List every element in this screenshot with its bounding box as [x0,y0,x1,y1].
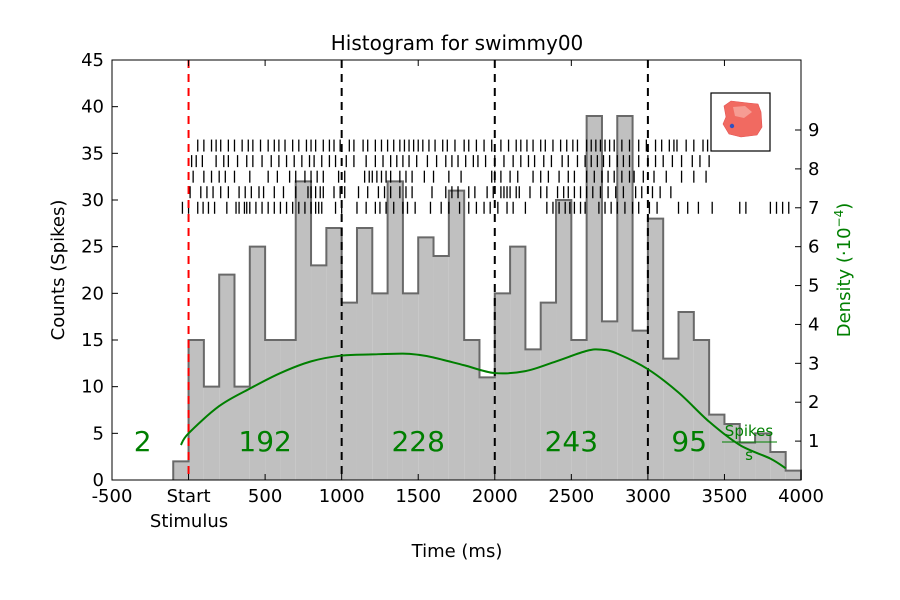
spike-raster [181,139,790,214]
x-tick-label: 3000 [625,486,671,507]
y2-tick-label: 2 [808,392,819,413]
x-tick-label: 500 [248,486,282,507]
period-lines [187,60,649,480]
y-tick-label: 15 [81,330,104,351]
x-tick-labels: -500 Start 500 1000 1500 2000 2500 3000 3500 4000 [92,486,824,507]
y2-tick-label: 7 [808,198,819,219]
histogram-bar [464,340,480,480]
unit-shape-inset [710,92,771,152]
y-tick-label: 40 [81,97,104,118]
y2-axis-label-main: Density (·10 [834,227,855,337]
histogram-bar [601,321,618,480]
histogram-bar [188,340,204,480]
histogram-bar [280,340,296,480]
y-tick-labels: 0 5 10 15 20 25 30 35 40 45 [81,50,104,491]
density-line [180,348,787,470]
histogram-bar [556,200,572,480]
histogram-bar [387,181,403,480]
y2-axis-label-exponent: −4 [832,210,846,228]
y-tick-label: 10 [81,377,104,398]
histogram-bar [663,358,679,480]
histogram-bar [617,116,633,480]
histogram-bar [739,442,756,480]
histogram-bar [647,218,664,481]
neuron-center-dot-icon [729,123,735,129]
y2-tick-label: 5 [808,276,819,297]
neuron-shape-highlight [733,106,752,118]
rate-unit-label: Spikes s [722,422,777,464]
y2-axis-label: Density (·10−4) [832,203,855,338]
x-tick-label: 2000 [472,486,518,507]
histogram-bar [479,377,495,480]
histogram-bars [172,115,802,481]
y-tick-label: 25 [81,237,104,258]
plot-frame [111,59,802,481]
y-tick-label: 20 [81,283,104,304]
histogram-bar [234,386,250,480]
x-tick-label: 1000 [319,486,365,507]
y-axis-label: Counts (Spikes) [48,200,69,341]
y-tick-label: 30 [81,190,104,211]
x-tick-label: Start [167,486,211,507]
histogram-bar [341,302,357,480]
histogram-bar [755,433,771,480]
x-axis-label: Time (ms) [411,541,503,562]
x-tick-label: 2500 [548,486,594,507]
x-tick-label: -500 [92,486,133,507]
histogram-bar [311,265,327,480]
histogram-bar [326,228,342,480]
histogram-bar [693,340,710,480]
density-curve [180,348,787,470]
period-count-label: 192 [238,425,291,458]
histogram-bar [571,340,587,480]
histogram-bar [678,312,694,480]
y2-tick-label: 3 [808,353,819,374]
x-tick-label: 4000 [778,486,824,507]
y-tick-label: 0 [93,470,104,491]
stimulus-label: Stimulus [150,511,228,532]
histogram-bar [433,256,449,480]
histogram-bar [785,470,801,480]
histogram-bar [494,293,511,480]
rate-unit-numerator: Spikes [725,422,774,440]
histogram-bar [219,274,235,480]
histogram-bar [203,386,220,480]
y-tick-label: 5 [93,423,104,444]
histogram-bar [448,190,465,481]
histogram-bar [540,302,557,480]
period-count-labels: 2 192 228 243 95 [134,425,707,458]
period-count-label: 243 [545,425,598,458]
y2-tick-label: 6 [808,237,819,258]
histogram-bar [295,181,312,480]
histogram-bar [372,293,388,480]
histogram-bar [632,330,648,480]
y-tick-label: 35 [81,143,104,164]
period-count-label: 95 [671,425,707,458]
y2-tick-label: 4 [808,314,819,335]
y2-tick-label: 8 [808,159,819,180]
x-tick-label: 3500 [702,486,748,507]
histogram-bar [402,293,419,480]
histogram-bar [249,246,266,480]
histogram-bar [418,237,434,480]
chart-title: Histogram for swimmy00 [331,31,584,55]
x-tick-label: 1500 [395,486,441,507]
histogram-outline [172,115,802,480]
histogram-bar [525,349,541,480]
histogram-bar [510,246,526,480]
y2-tick-label: 9 [808,120,819,141]
histogram-bar [265,340,281,480]
y2-tick-labels: 1 2 3 4 5 6 7 8 9 [808,120,819,452]
y-tick-label: 45 [81,50,104,71]
rate-unit-denominator: s [745,446,753,464]
y2-axis-label-close: ) [834,203,855,210]
axis-ticks [111,59,802,481]
histogram-bar [770,452,786,480]
histogram-bar [586,116,602,480]
period-count-label: 2 [134,425,152,458]
histogram-bar [173,461,189,480]
period-count-label: 228 [391,425,444,458]
y2-tick-label: 1 [808,431,819,452]
